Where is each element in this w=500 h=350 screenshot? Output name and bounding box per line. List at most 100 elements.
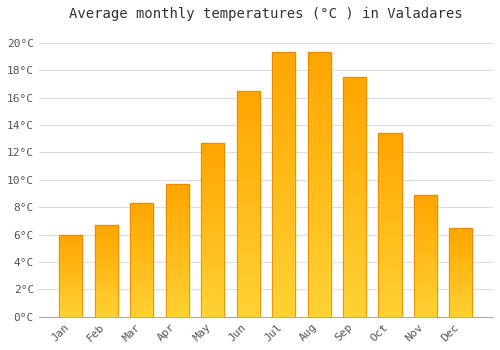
Bar [201,286,224,289]
Bar [130,292,154,294]
Bar [450,312,472,313]
Bar [95,269,118,271]
Bar [236,163,260,168]
Bar [414,309,437,312]
Bar [95,258,118,260]
Bar [308,222,330,227]
Bar [95,267,118,269]
Bar [60,299,82,300]
Bar [130,315,154,317]
Bar [95,238,118,240]
Bar [201,282,224,286]
Bar [343,125,366,130]
Bar [308,211,330,216]
Bar [308,148,330,153]
Bar [308,111,330,116]
Bar [308,74,330,79]
Bar [95,227,118,229]
Bar [343,259,366,264]
Bar [236,100,260,104]
Bar [60,267,82,269]
Bar [378,221,402,225]
Bar [414,278,437,280]
Bar [343,96,366,101]
Bar [343,130,366,134]
Bar [450,281,472,283]
Bar [130,294,154,296]
Bar [166,195,189,197]
Bar [201,306,224,310]
Bar [308,58,330,63]
Bar [272,248,295,253]
Bar [308,201,330,206]
Bar [95,253,118,254]
Bar [414,304,437,307]
Bar [130,299,154,301]
Bar [236,222,260,226]
Bar [378,188,402,192]
Bar [60,284,82,286]
Bar [130,212,154,215]
Bar [95,311,118,313]
Bar [450,263,472,265]
Bar [343,154,366,159]
Bar [450,271,472,272]
Bar [60,246,82,248]
Bar [378,210,402,214]
Bar [450,240,472,242]
Bar [450,238,472,240]
Bar [378,254,402,258]
Bar [343,86,366,91]
Bar [130,217,154,219]
Bar [272,290,295,296]
Bar [414,248,437,251]
Bar [414,261,437,263]
Bar [414,280,437,283]
Bar [414,195,437,317]
Bar [272,58,295,63]
Bar [236,91,260,317]
Bar [450,315,472,317]
Bar [378,295,402,299]
Bar [308,243,330,248]
Bar [60,264,82,266]
Bar [450,276,472,278]
Bar [343,269,366,274]
Bar [450,233,472,235]
Bar [308,132,330,137]
Bar [236,231,260,236]
Bar [201,198,224,202]
Bar [95,295,118,296]
Bar [130,271,154,274]
Bar [414,271,437,273]
Bar [272,126,295,132]
Bar [130,233,154,235]
Bar [272,105,295,111]
Bar [95,299,118,300]
Bar [95,276,118,278]
Bar [60,295,82,297]
Bar [343,173,366,178]
Bar [95,231,118,232]
Bar [60,241,82,243]
Bar [236,226,260,231]
Bar [272,121,295,126]
Bar [378,251,402,254]
Bar [201,240,224,244]
Bar [60,272,82,274]
Bar [378,203,402,206]
Bar [201,143,224,317]
Bar [60,250,82,251]
Bar [166,234,189,237]
Bar [450,261,472,263]
Bar [236,190,260,195]
Bar [378,284,402,287]
Bar [308,290,330,296]
Bar [378,162,402,166]
Bar [272,52,295,317]
Bar [60,266,82,267]
Bar [414,285,437,288]
Bar [272,100,295,105]
Bar [130,253,154,255]
Bar [272,89,295,94]
